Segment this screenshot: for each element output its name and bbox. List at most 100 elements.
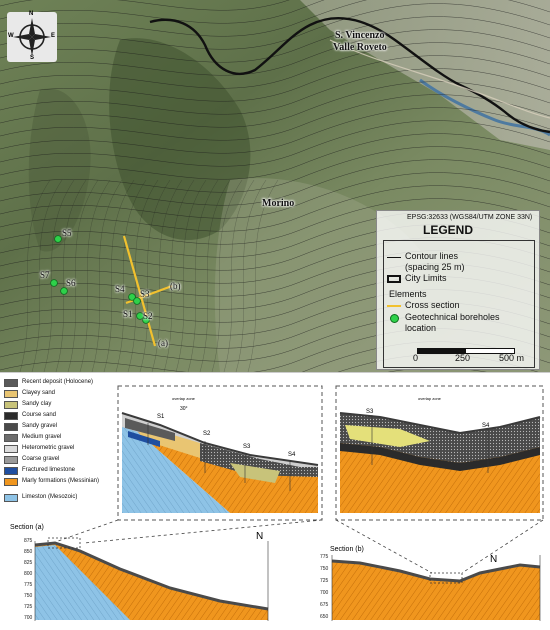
section-legend-swatch <box>4 478 18 486</box>
borehole-s4[interactable] <box>128 293 136 301</box>
section-legend-label: Clayey sand <box>22 390 56 396</box>
city-limit-boundary <box>149 17 550 134</box>
section-a-north: N <box>256 531 264 542</box>
y-axis-tick-label: 700 <box>24 615 33 621</box>
contour-swatch <box>387 257 401 258</box>
place-label-morino: Morino <box>262 198 295 209</box>
legend-box <box>383 240 535 368</box>
borehole-s6[interactable] <box>60 287 68 295</box>
contour-line <box>0 172 550 219</box>
road <box>329 39 550 119</box>
section-legend-swatch <box>4 401 18 409</box>
borehole-label-s2: S2 <box>143 311 153 321</box>
section-legend-label: Sandy clay <box>22 401 52 407</box>
y-axis-tick-label: 750 <box>320 566 329 572</box>
detail-a-label-s2: S2 <box>203 431 211 437</box>
contour-line <box>0 55 550 102</box>
scale-bar <box>417 348 515 354</box>
borehole-s7[interactable] <box>50 279 58 287</box>
contour-line <box>0 120 550 167</box>
y-axis-tick-label: 800 <box>24 571 33 577</box>
contour-line <box>0 81 550 128</box>
zoom-connector-a-left <box>57 519 119 542</box>
legend-contour-line2: (spacing 25 m) <box>405 262 465 272</box>
contour-line <box>115 179 147 372</box>
contour-line <box>151 179 183 372</box>
detail-a-label-s3: S3 <box>243 444 251 450</box>
y-axis-tick-label: 725 <box>24 604 33 610</box>
contour-line <box>0 3 550 50</box>
section-legend-label: Heterometric gravel <box>22 445 75 451</box>
detail-b-label-s4: S4 <box>482 423 490 429</box>
cross-section-a-line <box>122 235 157 347</box>
legend-boreholes-line2: location <box>405 323 437 333</box>
contour-line <box>0 94 550 141</box>
contour-line <box>0 0 550 37</box>
legend-contour-line1: Contour lines <box>405 251 459 261</box>
contour-line <box>0 185 550 232</box>
contour-line <box>0 16 550 63</box>
y-axis-tick-label: 875 <box>24 538 33 544</box>
section-b-north: N <box>490 554 498 565</box>
detail-b-label-s3: S3 <box>366 409 374 415</box>
zoom-connector-b-left <box>335 519 433 574</box>
section-b-title: Section (b) <box>330 546 364 553</box>
legend-boreholes-line1: Geotechnical boreholes <box>405 312 500 322</box>
scale-tick-250: 250 <box>455 353 471 363</box>
borehole-s3[interactable] <box>133 297 141 305</box>
compass-icon: N S W E <box>7 11 57 62</box>
y-axis-tick-label: 725 <box>320 578 329 584</box>
contour-line <box>127 179 159 372</box>
scale-tick-0: 0 <box>413 353 419 363</box>
section-a-title: Section (a) <box>10 524 44 531</box>
contour-line <box>0 159 550 206</box>
map-legend: EPSG:32633 (WGS84/UTM ZONE 33N) LEGEND C… <box>376 210 540 370</box>
contour-line <box>211 179 243 372</box>
section-legend: Recent deposit (Holocene) Clayey sand Sand… <box>4 377 119 517</box>
borehole-s1[interactable] <box>136 312 144 320</box>
section-legend-label: Sandy gravel <box>22 423 58 429</box>
section-legend-swatch <box>4 379 18 387</box>
borehole-label-s1: S1 <box>123 309 133 319</box>
section-legend-label: Medium gravel <box>22 434 62 440</box>
contour-line <box>139 179 171 372</box>
y-axis-tick-label: 750 <box>24 593 33 599</box>
contour-line <box>0 68 550 115</box>
compass-w: W <box>8 33 14 39</box>
y-axis-tick-label: 825 <box>24 560 33 566</box>
section-legend-label: Recent deposit (Holocene) <box>22 379 94 385</box>
city-limit-swatch <box>387 275 401 283</box>
contour-line <box>175 179 207 372</box>
place-label-s-vincenzo: S. Vincenzo <box>335 30 385 41</box>
forested-ridge <box>109 38 251 240</box>
section-label-a: (a) <box>158 338 168 348</box>
contour-line <box>79 179 111 372</box>
section-legend-label: Course sand <box>22 412 57 418</box>
legend-elements: Elements <box>389 289 427 299</box>
contour-line <box>31 179 63 372</box>
open-slope <box>214 178 420 372</box>
legend-city-limits: City Limits <box>405 273 447 283</box>
contour-line <box>67 179 99 372</box>
detail-a-profile <box>121 412 319 513</box>
contour-line <box>55 179 87 372</box>
section-legend-swatch <box>4 434 18 442</box>
contour-line <box>0 146 550 193</box>
panel-divider <box>0 372 550 373</box>
place-label-valle-roveto: Valle Roveto <box>333 42 387 53</box>
detail-a-angle: 30° <box>180 406 188 412</box>
section-legend-swatch <box>4 445 18 453</box>
cross-section-diagrams <box>34 385 544 621</box>
borehole-label-s7: S7 <box>40 270 50 280</box>
contour-line <box>0 42 550 89</box>
detail-b-profile <box>339 412 541 513</box>
borehole-s2[interactable] <box>142 316 150 324</box>
contour-line <box>91 179 123 372</box>
legend-cross-section: Cross section <box>405 300 460 310</box>
borehole-s5[interactable] <box>54 235 62 243</box>
section-legend-label: Marly formations (Messinian) <box>22 478 100 484</box>
contour-line <box>223 179 255 372</box>
cross-section-swatch <box>387 305 401 307</box>
contour-line <box>235 179 267 372</box>
